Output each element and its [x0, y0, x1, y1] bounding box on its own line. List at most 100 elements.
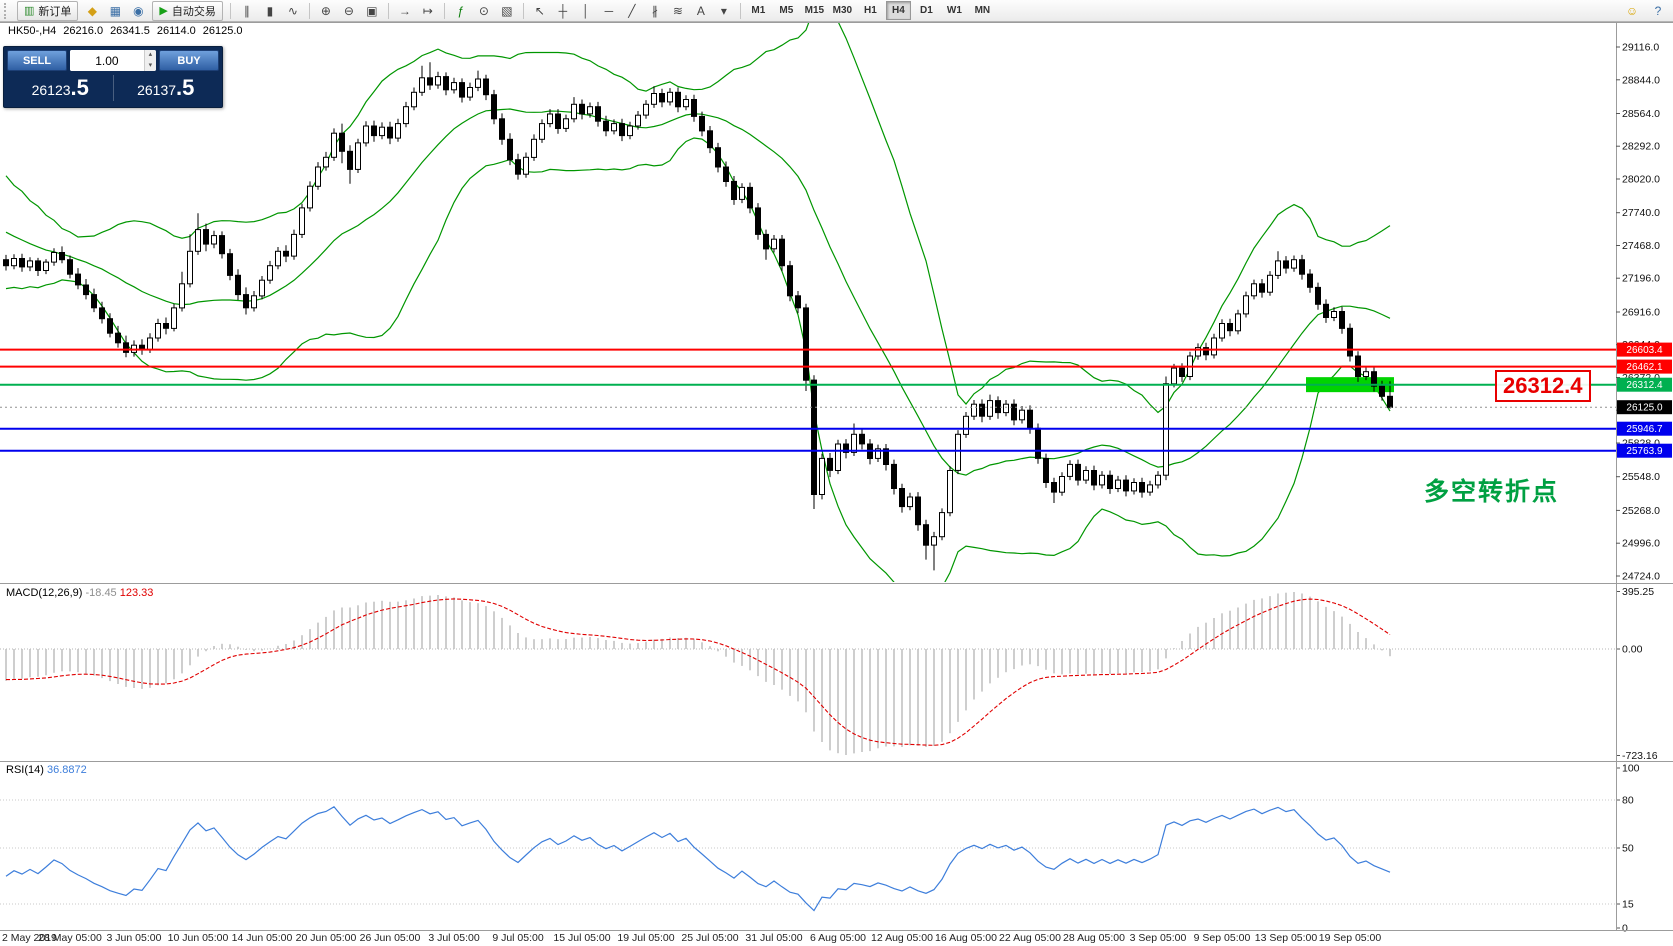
chart-shift-button[interactable]: ↦ [422, 3, 433, 18]
toolbar-separator [739, 2, 741, 19]
line-chart-button[interactable]: ∿ [287, 3, 298, 18]
navigator-button[interactable]: ◉ [133, 3, 144, 18]
fibonacci-button[interactable]: ≋ [672, 3, 683, 18]
symbol-ohlc-line: HK50-,H4 26216.0 26341.5 26114.0 26125.0 [8, 25, 250, 37]
price-level-callout[interactable]: 26312.4 [1495, 370, 1591, 402]
rsi-name: RSI(14) [6, 764, 44, 776]
svg-text:19 Sep 05:00: 19 Sep 05:00 [1319, 932, 1382, 944]
lot-size-box: ▴ ▾ [70, 50, 156, 71]
svg-text:25268.0: 25268.0 [1622, 505, 1660, 517]
periods-button[interactable]: ⊙ [478, 3, 489, 18]
zoom-out-button[interactable]: ⊖ [343, 3, 354, 18]
rsi-panel: 100 80 50 15 0 [0, 763, 1640, 935]
svg-text:12 Aug 05:00: 12 Aug 05:00 [871, 932, 933, 944]
macd-label: MACD(12,26,9) -18.45 123.33 [6, 587, 153, 599]
svg-text:26 Jun 05:00: 26 Jun 05:00 [360, 932, 421, 944]
svg-text:20 Jun 05:00: 20 Jun 05:00 [296, 932, 357, 944]
macd-panel: 395.25 0.00 -723.16 [0, 586, 1658, 762]
turning-point-note[interactable]: 多空转折点 [1424, 478, 1560, 506]
svg-text:-723.16: -723.16 [1622, 750, 1658, 762]
horizontal-line-button[interactable]: ─ [604, 3, 614, 18]
timeframe-m30-button[interactable]: M30 [832, 5, 853, 16]
svg-text:3 Sep 05:00: 3 Sep 05:00 [1130, 932, 1187, 944]
svg-text:50: 50 [1622, 843, 1634, 855]
price-axis[interactable]: 29116.0 28844.0 28564.0 28292.0 28020.0 27740… [1616, 42, 1672, 583]
sell-price[interactable]: 26123.5 [31, 75, 89, 100]
timeframe-mn-button[interactable]: MN [974, 5, 991, 16]
svg-text:3 Jul 05:00: 3 Jul 05:00 [428, 932, 480, 944]
timeframe-h1-button[interactable]: H1 [863, 5, 877, 16]
svg-text:28 May 05:00: 28 May 05:00 [38, 932, 102, 944]
svg-text:28564.0: 28564.0 [1622, 108, 1660, 120]
help-button[interactable]: ? [1654, 3, 1662, 18]
bollinger-bands [5, 23, 1391, 582]
crosshair-button[interactable]: ┼ [558, 3, 568, 18]
svg-text:16 Aug 05:00: 16 Aug 05:00 [935, 932, 997, 944]
timeframe-m1-button[interactable]: M1 [751, 5, 766, 16]
trendline-button[interactable]: ╱ [628, 3, 636, 18]
autotrading-icon: ▶ [159, 5, 168, 17]
svg-text:25 Jul 05:00: 25 Jul 05:00 [681, 932, 738, 944]
lot-size-input[interactable] [70, 50, 144, 71]
bar-chart-button[interactable]: ∥ [243, 3, 250, 18]
lot-decrease-button[interactable]: ▾ [148, 61, 153, 69]
svg-text:19 Jul 05:00: 19 Jul 05:00 [617, 932, 674, 944]
timeframe-d1-button[interactable]: D1 [919, 5, 933, 16]
buy-price[interactable]: 26137.5 [137, 75, 195, 100]
tile-windows-button[interactable]: ▣ [366, 3, 378, 18]
price-divider [112, 75, 114, 101]
svg-text:27740.0: 27740.0 [1622, 207, 1660, 219]
metaeditor-button[interactable]: ◆ [87, 3, 98, 18]
horizontal-levels[interactable] [0, 348, 1616, 452]
macd-value: -18.45 [85, 587, 117, 599]
market-watch-button[interactable]: ▦ [109, 3, 122, 18]
timeframe-buttons: M1 M5 M15 M30 H1 H4 D1 W1 MN [745, 1, 996, 20]
cursor-button[interactable]: ↖ [534, 3, 545, 18]
timeframe-w1-button[interactable]: W1 [946, 5, 962, 16]
svg-text:9 Jul 05:00: 9 Jul 05:00 [492, 932, 544, 944]
svg-text:24996.0: 24996.0 [1622, 538, 1660, 550]
timeframe-m15-button[interactable]: M15 [804, 5, 825, 16]
autotrading-button[interactable]: ▶ 自动交易 [152, 0, 223, 21]
rsi-value: 36.8872 [46, 764, 87, 776]
indicators-button[interactable]: ƒ [457, 3, 465, 18]
new-order-button[interactable]: ▥ 新订单 [17, 0, 79, 21]
lot-increase-button[interactable]: ▴ [148, 51, 153, 58]
timeframe-m5-button[interactable]: M5 [779, 5, 794, 16]
ohlc-low: 26114.0 [156, 25, 196, 37]
auto-scroll-button[interactable]: → [398, 3, 411, 18]
svg-text:6 Aug 05:00: 6 Aug 05:00 [810, 932, 866, 944]
new-order-icon: ▥ [24, 5, 35, 17]
symbol-name: HK50-,H4 [8, 25, 57, 37]
toolbar-grip[interactable] [4, 2, 10, 19]
svg-text:29116.0: 29116.0 [1622, 42, 1659, 54]
svg-text:13 Sep 05:00: 13 Sep 05:00 [1255, 932, 1318, 944]
text-button[interactable]: A [696, 3, 705, 18]
candlestick-chart-button[interactable]: ▮ [266, 3, 274, 18]
buy-button[interactable]: BUY [159, 50, 219, 71]
lot-spinner: ▴ ▾ [143, 50, 156, 71]
vertical-line-button[interactable]: │ [582, 3, 590, 18]
rsi-label: RSI(14) 36.8872 [6, 764, 87, 776]
svg-text:31 Jul 05:00: 31 Jul 05:00 [745, 932, 802, 944]
toolbar-separator [229, 2, 231, 19]
channel-button[interactable]: ∦ [651, 3, 658, 18]
svg-text:0: 0 [1622, 923, 1628, 935]
svg-text:22 Aug 05:00: 22 Aug 05:00 [999, 932, 1061, 944]
sell-button[interactable]: SELL [7, 50, 67, 71]
autotrading-label: 自动交易 [171, 5, 216, 18]
svg-text:2 May 2019: 2 May 2019 [2, 932, 57, 944]
ohlc-open: 26216.0 [63, 25, 104, 37]
arrows-button[interactable]: ▾ [720, 3, 727, 18]
svg-text:14 Jun 05:00: 14 Jun 05:00 [232, 932, 293, 944]
svg-text:25763.9: 25763.9 [1626, 446, 1663, 457]
community-button[interactable]: ☺ [1625, 3, 1639, 18]
timeframe-h4-button[interactable]: H4 [885, 1, 911, 20]
toolbar-separator [443, 2, 445, 19]
macd-name: MACD(12,26,9) [6, 587, 83, 599]
svg-text:15: 15 [1622, 899, 1634, 911]
zoom-in-button[interactable]: ⊕ [320, 3, 331, 18]
templates-button[interactable]: ▧ [501, 3, 513, 18]
